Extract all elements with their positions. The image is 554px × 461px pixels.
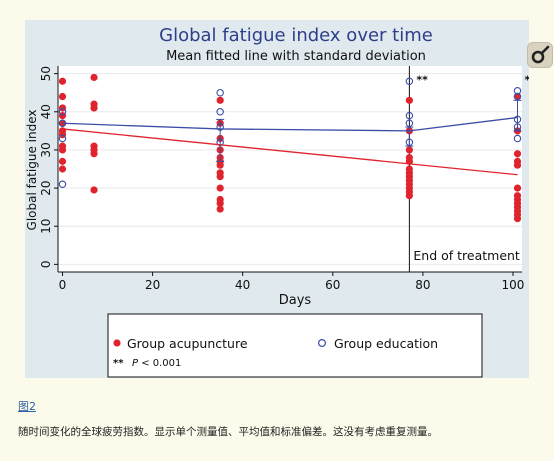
significance-annotation: ** bbox=[416, 73, 428, 86]
acupuncture-point bbox=[405, 192, 413, 200]
legend-acupuncture-label: Group acupuncture bbox=[127, 336, 248, 351]
y-tick-label: 50 bbox=[39, 66, 53, 81]
acupuncture-point bbox=[58, 104, 67, 112]
x-tick-label: 40 bbox=[235, 278, 250, 292]
acupuncture-point bbox=[405, 146, 413, 154]
education-point bbox=[513, 134, 522, 143]
figure-caption: 随时间变化的全球疲劳指数。显示单个测量值、平均值和标准偏差。这没有考虑重复测量。 bbox=[18, 426, 438, 438]
grid-lines bbox=[58, 73, 522, 265]
acupuncture-point bbox=[513, 184, 522, 192]
education-point bbox=[405, 111, 414, 120]
end-of-treatment-label: End of treatment bbox=[413, 248, 520, 263]
acupuncture-point bbox=[216, 184, 224, 192]
legend-footnote-text: P < 0.001 bbox=[132, 358, 181, 369]
acupuncture-point bbox=[513, 161, 522, 169]
education-point bbox=[58, 108, 67, 116]
fitted-lines bbox=[62, 99, 522, 176]
legend-acupuncture-marker bbox=[113, 339, 121, 347]
education-point bbox=[513, 92, 522, 101]
legend: Group acupuncture Group education ** P <… bbox=[107, 313, 483, 378]
acupuncture-point bbox=[58, 77, 67, 85]
x-tick-label: 60 bbox=[325, 278, 340, 292]
education-point bbox=[58, 134, 67, 143]
acupuncture-point bbox=[405, 96, 413, 104]
acupuncture-point bbox=[90, 73, 98, 82]
education-point bbox=[513, 87, 522, 95]
education-point bbox=[216, 108, 224, 116]
data-points bbox=[58, 73, 522, 223]
y-axis-label: Global fatigue index bbox=[25, 110, 39, 231]
x-tick-label: 80 bbox=[415, 278, 430, 292]
plot-area bbox=[58, 66, 522, 272]
y-tick-label: 20 bbox=[39, 180, 53, 195]
education-point bbox=[405, 77, 414, 86]
acupuncture-point bbox=[90, 104, 98, 112]
y-tick-label: 40 bbox=[39, 104, 53, 119]
figure-panel: Global fatigue index over time Mean fitt… bbox=[25, 20, 553, 378]
axes: 0 10 20 30 40 50 0 20 40 60 80 100 bbox=[39, 66, 524, 292]
acupuncture-fitted-line bbox=[62, 128, 518, 176]
x-tick-label: 100 bbox=[502, 278, 525, 292]
education-fitted-line bbox=[62, 116, 518, 132]
acupuncture-point bbox=[513, 150, 522, 158]
y-tick-label: 10 bbox=[39, 219, 53, 234]
acupuncture-point bbox=[58, 165, 67, 173]
acupuncture-point bbox=[58, 146, 67, 154]
legend-footnote-marker: ** bbox=[113, 358, 124, 369]
acupuncture-point bbox=[58, 157, 67, 165]
legend-education-label: Group education bbox=[334, 336, 438, 351]
legend-education-marker bbox=[318, 339, 327, 348]
acupuncture-point bbox=[216, 161, 224, 169]
annotations: ** ** bbox=[416, 73, 529, 86]
acupuncture-point bbox=[58, 131, 67, 139]
acupuncture-point bbox=[513, 214, 522, 223]
acupuncture-point bbox=[58, 111, 67, 120]
link-icon[interactable] bbox=[527, 42, 553, 68]
acupuncture-point bbox=[58, 92, 67, 101]
education-point bbox=[216, 88, 224, 97]
y-tick-label: 30 bbox=[39, 142, 53, 157]
chart-subtitle: Mean fitted line with standard deviation bbox=[166, 49, 426, 64]
acupuncture-point bbox=[216, 205, 224, 213]
significance-annotation: ** bbox=[524, 73, 529, 86]
figure-link[interactable]: 图2 bbox=[18, 400, 36, 413]
x-tick-label: 0 bbox=[59, 278, 67, 292]
acupuncture-point bbox=[216, 96, 224, 104]
x-tick-label: 20 bbox=[145, 278, 160, 292]
x-axis-label: Days bbox=[279, 293, 312, 308]
acupuncture-point bbox=[216, 199, 224, 207]
acupuncture-point bbox=[216, 173, 224, 181]
chart: Global fatigue index over time Mean fitt… bbox=[25, 25, 529, 378]
legend-box bbox=[107, 313, 483, 378]
acupuncture-point bbox=[90, 186, 98, 194]
acupuncture-point bbox=[513, 92, 522, 101]
education-point bbox=[405, 119, 414, 127]
y-tick-label: 0 bbox=[39, 261, 53, 269]
chart-title: Global fatigue index over time bbox=[159, 25, 433, 46]
acupuncture-point bbox=[90, 150, 98, 158]
education-point bbox=[58, 180, 67, 189]
